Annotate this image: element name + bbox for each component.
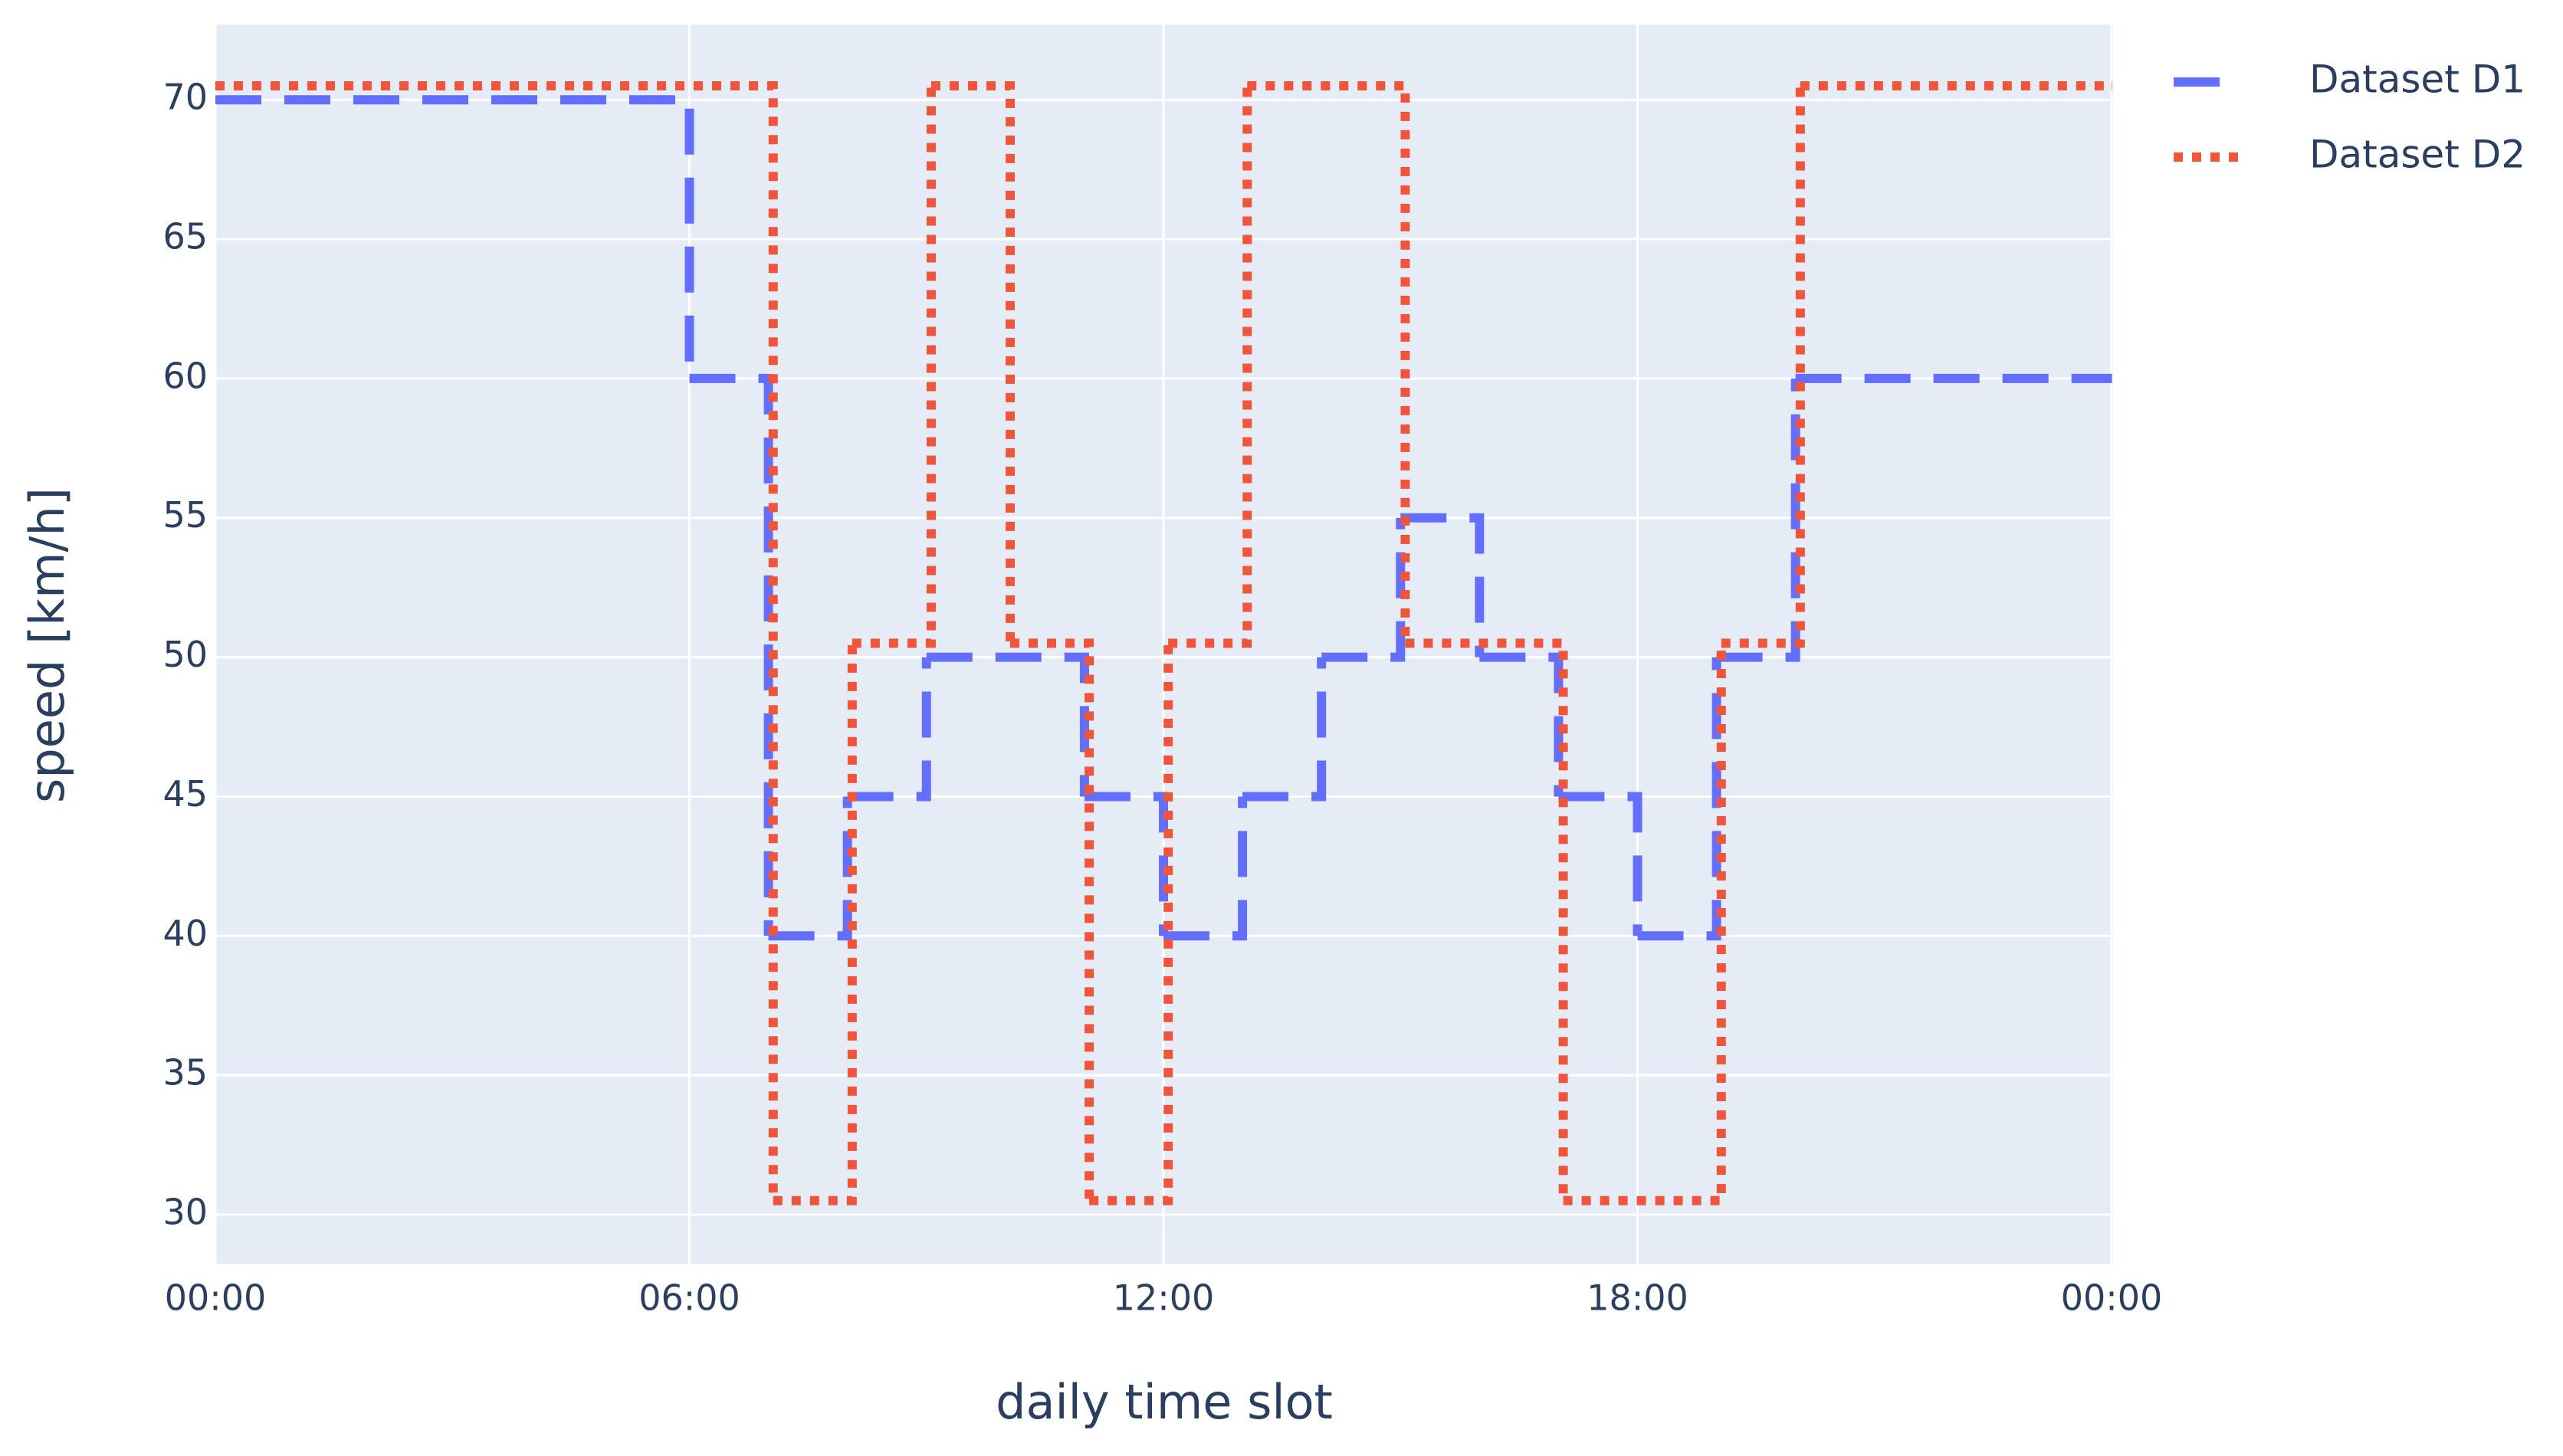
line-step [773,643,857,1205]
line-step [1637,657,1721,941]
y-tick-label: 35 [162,1052,208,1094]
y-tick-label: 50 [162,634,208,675]
y-tick-label: 45 [162,773,208,815]
y-tick-label: 65 [162,216,208,257]
line-step [1716,378,1800,662]
x-tick-label: 06:00 [638,1277,740,1319]
line-step [1558,792,1642,936]
line-step [1010,638,1094,1201]
line-step [1721,86,1805,648]
x-tick-label: 18:00 [1587,1277,1688,1319]
x-tick-label: 12:00 [1113,1277,1215,1319]
y-tick-label: 60 [162,355,208,396]
series-line [215,95,2112,941]
line-step [1242,657,1327,802]
line-step [926,652,1089,797]
y-tick-label: 40 [162,913,208,954]
line-step [1400,513,1485,657]
line-step [689,373,773,936]
line-step [215,81,778,1201]
y-tick-label: 30 [162,1191,208,1232]
line-step [1321,517,1406,662]
x-axis-title: daily time slot [996,1374,1333,1430]
line-step [847,657,931,802]
line-step [1089,643,1173,1205]
line-step [1479,652,1564,797]
x-tick-label: 00:00 [2061,1277,2163,1319]
line-step [1168,86,1252,648]
x-tick-label: 00:00 [165,1277,267,1319]
legend-label: Dataset D2 [2309,133,2525,177]
y-tick-label: 70 [162,77,208,118]
line-step [768,796,852,941]
y-tick-label: 55 [162,494,208,536]
y-axis-title: speed [km/h] [19,487,75,803]
line-step [930,81,1016,644]
line-step [852,86,936,648]
legend-label: Dataset D1 [2309,57,2525,102]
series-line [215,81,2112,1205]
line-step [215,95,694,379]
line-step [1084,792,1168,936]
line-step [1163,796,1248,941]
